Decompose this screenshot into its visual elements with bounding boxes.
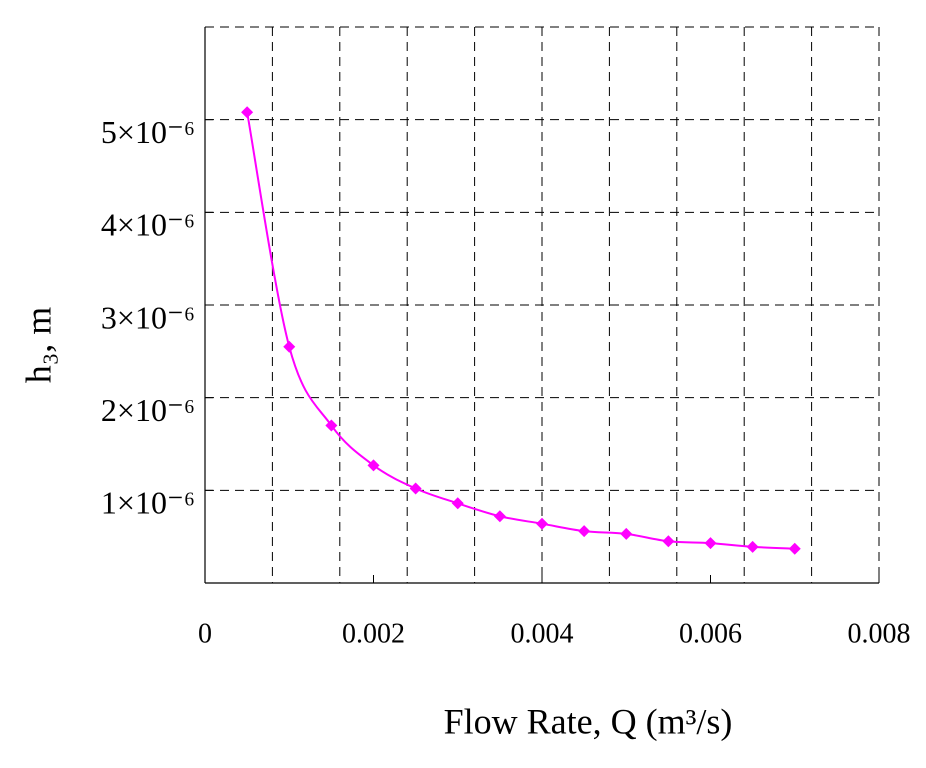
y-tick-label: 3×10⁻⁶ bbox=[101, 299, 195, 335]
marker bbox=[493, 510, 506, 523]
marker bbox=[325, 419, 338, 432]
data-line bbox=[246, 112, 795, 550]
x-tick-label: 0.004 bbox=[511, 618, 574, 649]
y-tick-label: 5×10⁻⁶ bbox=[101, 114, 195, 150]
y-tick-label: 2×10⁻⁶ bbox=[101, 392, 195, 428]
marker bbox=[367, 459, 380, 472]
x-tick-label: 0.002 bbox=[342, 618, 405, 649]
marker bbox=[536, 517, 548, 530]
marker bbox=[283, 340, 296, 353]
x-tick-label: 0.008 bbox=[848, 618, 911, 649]
marker bbox=[704, 537, 717, 550]
marker bbox=[241, 106, 254, 119]
x-tick-label: 0 bbox=[198, 618, 212, 649]
y-tick-label: 1×10⁻⁶ bbox=[101, 485, 195, 521]
marker bbox=[409, 482, 422, 495]
x-axis-label: Flow Rate, Q (m³/s) bbox=[444, 701, 733, 741]
y-tick-label: 4×10⁻⁶ bbox=[101, 207, 195, 243]
marker bbox=[788, 542, 801, 555]
x-tick-label: 0.006 bbox=[679, 618, 742, 649]
marker bbox=[620, 527, 633, 540]
marker bbox=[578, 525, 591, 538]
marker bbox=[662, 535, 675, 548]
marker bbox=[746, 540, 759, 553]
marker bbox=[451, 497, 464, 510]
y-axis-label: h₃, m bbox=[18, 307, 58, 384]
